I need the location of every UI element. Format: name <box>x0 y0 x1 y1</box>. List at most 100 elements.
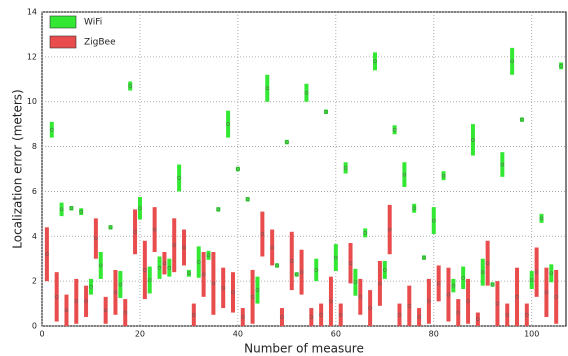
x-tick-label: 80 <box>429 330 439 339</box>
point <box>485 261 490 266</box>
point <box>505 312 510 317</box>
y-tick-label: 8 <box>32 142 37 151</box>
point <box>387 227 392 232</box>
point <box>422 255 426 260</box>
point <box>250 294 255 299</box>
point <box>255 288 260 292</box>
point <box>196 260 201 264</box>
point <box>191 312 196 317</box>
point <box>348 261 353 266</box>
point <box>201 272 206 277</box>
point <box>108 225 113 230</box>
point <box>524 312 529 317</box>
y-tick-label: 6 <box>32 187 37 196</box>
point <box>461 275 466 280</box>
point <box>240 315 245 319</box>
point <box>544 290 549 295</box>
point <box>299 270 304 275</box>
point <box>382 268 387 272</box>
point <box>98 263 103 268</box>
point <box>441 173 446 178</box>
point <box>510 59 514 64</box>
point <box>285 140 289 144</box>
point <box>333 255 338 260</box>
point <box>539 216 544 221</box>
point <box>270 245 275 250</box>
point <box>534 270 539 275</box>
point <box>343 166 348 170</box>
point <box>466 299 470 304</box>
point <box>74 299 79 304</box>
point <box>324 109 328 114</box>
y-tick-label: 10 <box>27 97 37 106</box>
point <box>329 299 333 304</box>
point <box>206 253 211 258</box>
point <box>64 308 69 313</box>
point <box>353 280 358 285</box>
point <box>187 271 191 276</box>
point <box>520 117 524 122</box>
point <box>118 282 123 287</box>
point <box>338 312 343 317</box>
point <box>236 167 240 171</box>
point <box>358 294 363 299</box>
point <box>138 206 142 211</box>
point <box>417 315 421 319</box>
point <box>515 294 519 299</box>
point <box>147 278 152 282</box>
point <box>211 281 216 286</box>
point <box>402 172 407 177</box>
y-tick-label: 12 <box>27 52 37 61</box>
point <box>142 268 147 272</box>
y-tick-label: 4 <box>32 232 37 241</box>
point <box>314 268 319 272</box>
point <box>133 229 137 234</box>
point <box>182 245 186 250</box>
point <box>289 259 294 263</box>
point <box>554 294 559 299</box>
point <box>231 290 235 295</box>
point <box>162 261 167 266</box>
y-tick-label: 0 <box>32 322 37 331</box>
point <box>309 315 314 319</box>
point <box>84 299 88 304</box>
point <box>152 227 157 232</box>
point <box>89 284 93 289</box>
point <box>500 162 505 167</box>
point <box>368 306 372 310</box>
point <box>319 312 323 317</box>
legend-label: ZigBee <box>84 38 116 48</box>
point <box>59 207 64 212</box>
point <box>275 263 279 268</box>
point <box>294 272 299 277</box>
point <box>54 294 59 299</box>
point <box>304 90 309 95</box>
point <box>79 209 84 214</box>
x-tick-label: 60 <box>331 330 341 339</box>
point <box>177 176 181 180</box>
point <box>427 299 431 304</box>
y-tick-label: 2 <box>32 277 37 286</box>
point <box>245 197 250 202</box>
point <box>221 286 226 290</box>
point <box>49 127 54 132</box>
point <box>480 270 485 275</box>
point <box>446 292 451 297</box>
point <box>407 303 412 308</box>
point <box>451 283 456 288</box>
legend-label: WiFi <box>84 18 102 28</box>
x-tick-label: 40 <box>233 330 243 339</box>
point <box>216 207 221 212</box>
point <box>167 265 172 270</box>
point <box>172 243 177 248</box>
y-axis-label: Localization error (meters) <box>11 89 25 248</box>
point <box>260 232 265 236</box>
point <box>456 310 461 315</box>
point <box>490 282 495 287</box>
x-tick-label: 20 <box>135 330 145 339</box>
point <box>549 271 554 276</box>
point <box>113 290 118 295</box>
point <box>45 252 49 257</box>
